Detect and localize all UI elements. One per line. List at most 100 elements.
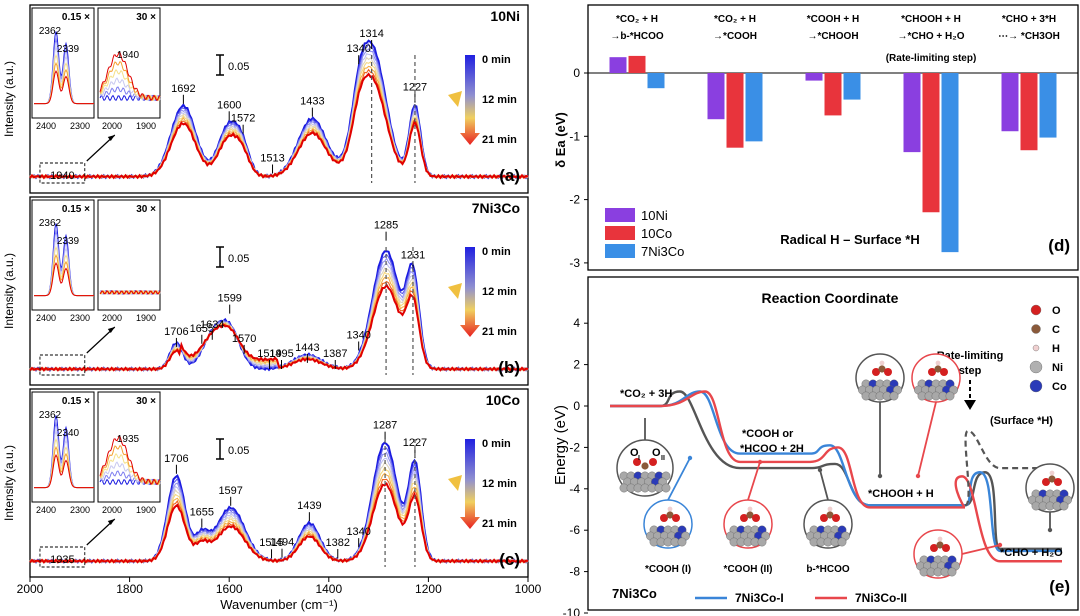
h-atom [667, 506, 673, 512]
step-header: *CO₂ + H [616, 14, 658, 25]
c-atom [936, 541, 944, 549]
inset-scale: 30 × [136, 204, 156, 215]
state-label: *CHO + H₂O [1000, 547, 1063, 559]
time-arrow [460, 439, 480, 529]
peak-label: 1387 [323, 348, 347, 360]
inset-xtick: 2300 [70, 313, 90, 323]
ni-atom [837, 537, 847, 547]
step-header: ⋯→ *CH3OH [998, 31, 1060, 42]
adsorbate [740, 506, 760, 522]
zoom-arrow-head [107, 327, 115, 333]
inset-peak-label: 1940 [117, 50, 140, 61]
bar-7ni3co [843, 73, 861, 100]
inset-line [34, 454, 94, 489]
atom-legend-label: Co [1052, 381, 1067, 393]
c-atom [934, 365, 942, 373]
inset-scale: 30 × [136, 12, 156, 23]
peak-label: 1706 [164, 453, 188, 465]
yaxis-label: Energy (eV) [552, 405, 569, 485]
adsorbate [930, 536, 950, 552]
xaxis-tick-label: 1800 [116, 582, 143, 596]
inset-peak-label: 2339 [57, 236, 80, 247]
bar-10co [824, 73, 842, 116]
circle-cooh-i [643, 499, 693, 549]
xaxis-tick-label: 1400 [315, 582, 342, 596]
panel-label: (a) [499, 166, 520, 185]
ni-atom [1059, 501, 1069, 511]
time-label-end: 21 min [482, 518, 517, 530]
sample-label: 10Co [486, 392, 520, 408]
bar-10co [726, 73, 744, 148]
connector-arrow [961, 544, 1001, 555]
c-atom [746, 511, 754, 519]
circle-cooh-ii [723, 499, 773, 549]
inset-xtick: 2300 [70, 505, 90, 515]
ni-atom [757, 537, 767, 547]
inset-xtick: 2300 [70, 121, 90, 131]
atom-subscript: II [661, 455, 665, 462]
yaxis-tick-label: 0 [573, 399, 580, 413]
step-header: →*COOH [713, 31, 757, 42]
ni-atom [661, 483, 671, 493]
sample-label: 7Ni3Co [612, 586, 657, 601]
c-atom [641, 462, 649, 470]
circle-label: b-*HCOO [806, 564, 850, 575]
peak-label: 1706 [164, 326, 188, 338]
connector-head [1047, 527, 1053, 533]
step-header: →*CHO + H₂O [898, 31, 965, 42]
bar-10co [1020, 73, 1038, 151]
panel-label: (b) [498, 358, 520, 377]
xaxis-label: Wavenumber (cm⁻¹) [220, 597, 338, 612]
spectrum-line [29, 481, 529, 564]
atom-legend-dot [1032, 344, 1040, 352]
peak-label: 1519 [257, 348, 281, 360]
peak-label: 1599 [217, 293, 241, 305]
time-label-mid: 12 min [482, 478, 517, 490]
time-arrow [460, 55, 480, 145]
inset-xtick: 2000 [102, 121, 122, 131]
inset-peak-label: 2340 [57, 428, 80, 439]
inset-scale: 0.15 × [62, 12, 90, 23]
legend-label: 7Ni3Co [641, 244, 684, 259]
scale-label: 0.05 [228, 253, 249, 265]
inset-1: 0.15 × 2400 2300 2362 2339 [31, 7, 95, 131]
left-ylabel: Intensity (a.u.) [2, 61, 16, 137]
xaxis-tick-label: 1200 [415, 582, 442, 596]
panel-e: 4 2 0 -2 -4 -6 -8 -10 Energy (eV) Reaction Coordi… [552, 276, 1079, 616]
yaxis-tick-label: -8 [569, 565, 580, 579]
atom-legend-dot [1029, 379, 1043, 393]
surface-slab [806, 525, 850, 547]
subtitle: Radical H – Surface *H [780, 232, 919, 247]
c-atom [826, 511, 834, 519]
left-ylabel: Intensity (a.u.) [2, 445, 16, 521]
zoom-arrow-head [107, 519, 115, 525]
connector-head [997, 542, 1003, 548]
atom-legend-label: O [1052, 305, 1061, 317]
atom-legend-label: H [1052, 343, 1060, 355]
rate-limiting-label: (Rate-limiting step) [886, 53, 977, 64]
o-atom [660, 514, 668, 522]
zoom-arrow-head [107, 135, 115, 141]
o-atom [820, 514, 828, 522]
o-atom [633, 458, 641, 466]
legend-swatch [605, 208, 635, 222]
time-label-mid: 12 min [482, 94, 517, 106]
yaxis-tick-label: -2 [569, 440, 580, 454]
ni-atom [677, 537, 687, 547]
rate-limiting-label: Rate-limiting [937, 350, 1004, 362]
bar-10ni [805, 73, 823, 81]
panel-frame [29, 4, 529, 194]
adsorbate [1042, 470, 1062, 486]
step-header: *COOH + H [807, 14, 860, 25]
surface-slab [646, 525, 690, 547]
peak-label: 1382 [326, 537, 350, 549]
h-atom [747, 506, 753, 512]
peak-label: 1314 [359, 28, 383, 40]
energy-path-hcoo [610, 390, 1062, 551]
peak-label: 1287 [373, 420, 397, 432]
spectrum-line [29, 72, 529, 180]
left-ylabel: Intensity (a.u.) [2, 253, 16, 329]
bar-10co [922, 73, 940, 213]
h-atom [827, 506, 833, 512]
